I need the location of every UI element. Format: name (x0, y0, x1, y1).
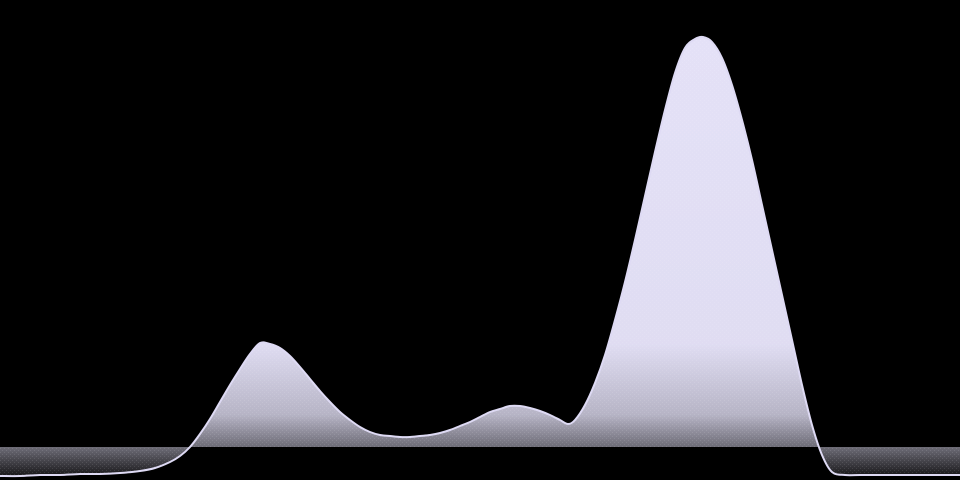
density-area-fill (0, 36, 960, 477)
density-curve-line (0, 35, 960, 478)
